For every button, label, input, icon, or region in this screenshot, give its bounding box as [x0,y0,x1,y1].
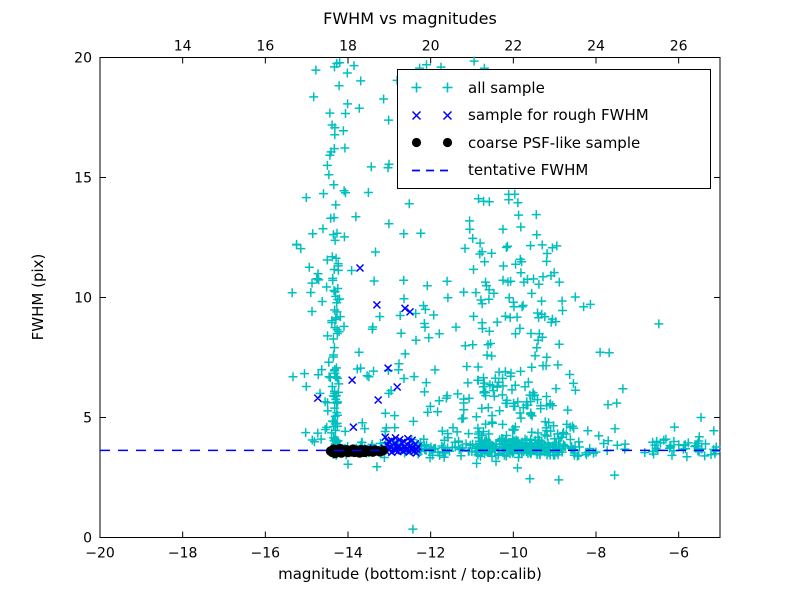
svg-text:−14: −14 [333,546,363,562]
axis-tick-labels: −20 −18 −16 −14 −12 −10 −8 −6 14 16 18 20 22 24 26 0 5 10… [74,39,689,562]
cross-marker-icon [406,109,458,122]
legend-entry: tentative FWHM [406,157,710,184]
legend-entry-label: sample for rough FWHM [468,106,649,125]
axis-ticks [99,57,720,538]
legend: all sample sample for rough FWHM coarse … [397,69,711,189]
svg-text:−8: −8 [586,546,607,562]
x-axis-label: magnitude (bottom:isnt / top:calib) [278,565,542,583]
svg-text:15: 15 [74,171,92,187]
svg-text:26: 26 [670,39,688,55]
svg-text:18: 18 [339,39,357,55]
svg-text:−16: −16 [251,546,281,562]
svg-text:20: 20 [74,51,92,67]
svg-text:5: 5 [83,411,92,427]
legend-entry-label: all sample [468,78,545,97]
svg-text:−6: −6 [668,546,689,562]
series-all-sample [287,56,721,534]
svg-text:0: 0 [83,531,92,547]
svg-text:−12: −12 [416,546,446,562]
svg-text:22: 22 [504,39,522,55]
legend-entry-label: tentative FWHM [468,161,589,180]
svg-text:10: 10 [74,291,92,307]
svg-text:−18: −18 [168,546,198,562]
svg-text:14: 14 [174,39,192,55]
svg-text:−20: −20 [85,546,115,562]
plus-marker-icon [406,81,458,94]
legend-entry: coarse PSF-like sample [406,129,710,156]
legend-entry-label: coarse PSF-like sample [468,133,641,152]
svg-text:16: 16 [256,39,274,55]
svg-text:20: 20 [422,39,440,55]
dot-marker-icon [406,136,458,149]
legend-entry: sample for rough FWHM [406,102,710,129]
svg-text:24: 24 [587,39,605,55]
svg-text:−10: −10 [499,546,529,562]
chart-title: FWHM vs magnitudes [323,9,497,28]
y-axis-label: FWHM (pix) [29,253,47,341]
legend-entry: all sample [406,74,710,101]
dashed-line-icon [406,164,458,177]
